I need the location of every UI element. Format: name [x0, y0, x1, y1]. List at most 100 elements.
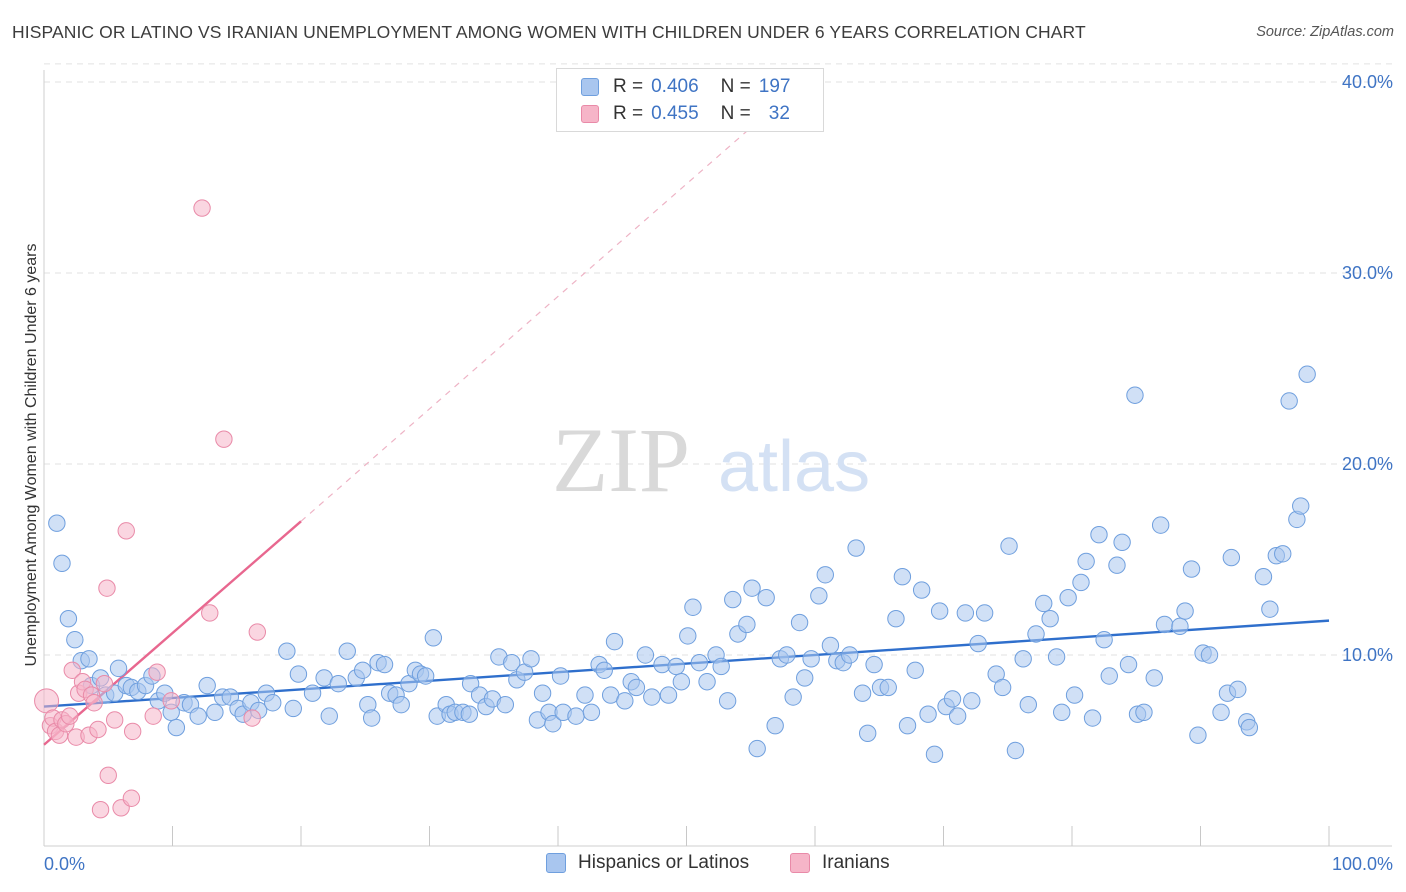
hispanic-point	[969, 634, 987, 653]
hispanic-point	[816, 566, 834, 584]
hispanic-point	[353, 661, 372, 679]
hispanic-point	[605, 632, 624, 651]
hispanic-point	[893, 567, 912, 586]
hispanic-point	[1014, 650, 1032, 668]
hispanic-point	[1027, 625, 1045, 643]
y-tick-labels: 10.0% 20.0% 30.0% 40.0%	[1342, 72, 1393, 665]
hispanic-point	[80, 650, 98, 668]
bottom-legend-iranian[interactable]: Iranians	[790, 852, 890, 874]
hispanic-point	[167, 718, 186, 737]
hispanic-point	[1261, 600, 1279, 618]
hispanic-point	[109, 659, 128, 678]
hispanic-point	[1229, 680, 1247, 699]
hispanic-point	[712, 657, 730, 676]
hispanic-point	[576, 686, 594, 704]
y-tick-label-2: 30.0%	[1342, 263, 1393, 283]
hispanic-point	[643, 688, 661, 706]
bottom-legend-hispanic[interactable]: Hispanics or Latinos	[546, 852, 749, 874]
hispanic-point	[1041, 610, 1059, 628]
hispanic-point	[460, 705, 479, 723]
y-axis-label: Unemployment Among Women with Children U…	[23, 243, 40, 666]
hispanic-point	[1095, 631, 1113, 649]
hispanic-points	[48, 365, 1316, 764]
hispanic-point	[879, 678, 897, 697]
hispanic-point	[1189, 726, 1207, 744]
hispanic-point	[821, 636, 840, 655]
hispanic-point	[963, 692, 981, 710]
hispanic-point	[1126, 386, 1144, 404]
hispanic-point	[1047, 648, 1066, 666]
hispanic-point	[1065, 686, 1084, 704]
hispanic-point	[551, 667, 570, 685]
hispanic-point	[1100, 667, 1118, 685]
hispanic-point	[1254, 567, 1273, 586]
hispanic-point	[659, 686, 678, 704]
hispanic-point	[865, 655, 883, 674]
hispanic-point	[53, 554, 71, 573]
hispanic-point	[1222, 548, 1241, 567]
iranian-point	[117, 522, 135, 540]
hispanic-point	[1280, 392, 1298, 410]
hispanic-point	[975, 604, 994, 622]
hispanic-point	[503, 653, 521, 672]
hispanic-point	[1240, 718, 1259, 737]
hispanic-point	[1006, 741, 1025, 760]
hispanic-point	[362, 709, 381, 727]
hispanic-point	[1083, 709, 1102, 727]
hispanic-point	[796, 669, 814, 687]
iranian-point	[34, 688, 60, 714]
hispanic-point	[424, 629, 443, 647]
hispanic-point	[919, 705, 937, 723]
hispanic-point	[1200, 646, 1219, 664]
legend-n-label: N =	[720, 76, 751, 97]
iranian-point	[144, 707, 162, 725]
hispanic-point	[930, 602, 949, 620]
hispanic-point	[1135, 703, 1153, 721]
hispanic-point	[1171, 617, 1189, 636]
bottom-legend-label-iranian: Iranians	[822, 852, 890, 873]
hispanic-point	[198, 676, 216, 695]
hispanic-point	[48, 514, 66, 532]
hispanic-point	[338, 642, 356, 660]
hispanic-point	[898, 716, 917, 735]
hispanic-point	[1292, 497, 1310, 515]
hispanic-point	[724, 590, 742, 609]
watermark-zip: ZIP	[552, 409, 690, 511]
watermark: ZIP atlas	[552, 409, 870, 511]
hispanic-point	[522, 650, 540, 668]
legend-swatch-iranian	[581, 105, 599, 123]
hispanic-point	[59, 610, 78, 628]
legend-n-value: 32	[768, 103, 790, 124]
iranian-point	[63, 661, 81, 679]
hispanic-point	[948, 707, 967, 725]
hispanic-point	[853, 684, 872, 702]
hispanic-point	[1212, 703, 1230, 721]
hispanic-point	[1072, 573, 1090, 592]
hispanic-point	[627, 678, 646, 697]
hispanic-point	[636, 646, 655, 664]
y-tick-label-3: 40.0%	[1342, 72, 1393, 92]
hispanic-point	[1113, 533, 1131, 552]
hispanic-point	[802, 650, 820, 668]
iranian-point	[215, 430, 233, 448]
iranian-point	[91, 801, 110, 819]
iranian-point	[95, 674, 114, 693]
hispanic-point	[1182, 560, 1201, 578]
hispanic-point	[1274, 545, 1292, 563]
hispanic-point	[533, 684, 552, 702]
y-tick-label-1: 20.0%	[1342, 454, 1393, 474]
hispanic-point	[206, 703, 224, 721]
hispanic-point	[1151, 516, 1170, 534]
hispanic-point	[757, 589, 775, 607]
axes	[43, 70, 1392, 847]
hispanic-point	[943, 690, 962, 708]
legend-n-value: 197	[758, 76, 791, 97]
legend-row-hispanic: R = 0.406 N = 197	[581, 75, 790, 99]
hispanic-point	[496, 695, 515, 714]
hispanic-point	[595, 661, 613, 679]
iranian-point	[123, 722, 142, 741]
hispanic-point	[1035, 594, 1053, 613]
hispanic-point	[748, 739, 766, 758]
hispanic-point	[906, 661, 924, 679]
